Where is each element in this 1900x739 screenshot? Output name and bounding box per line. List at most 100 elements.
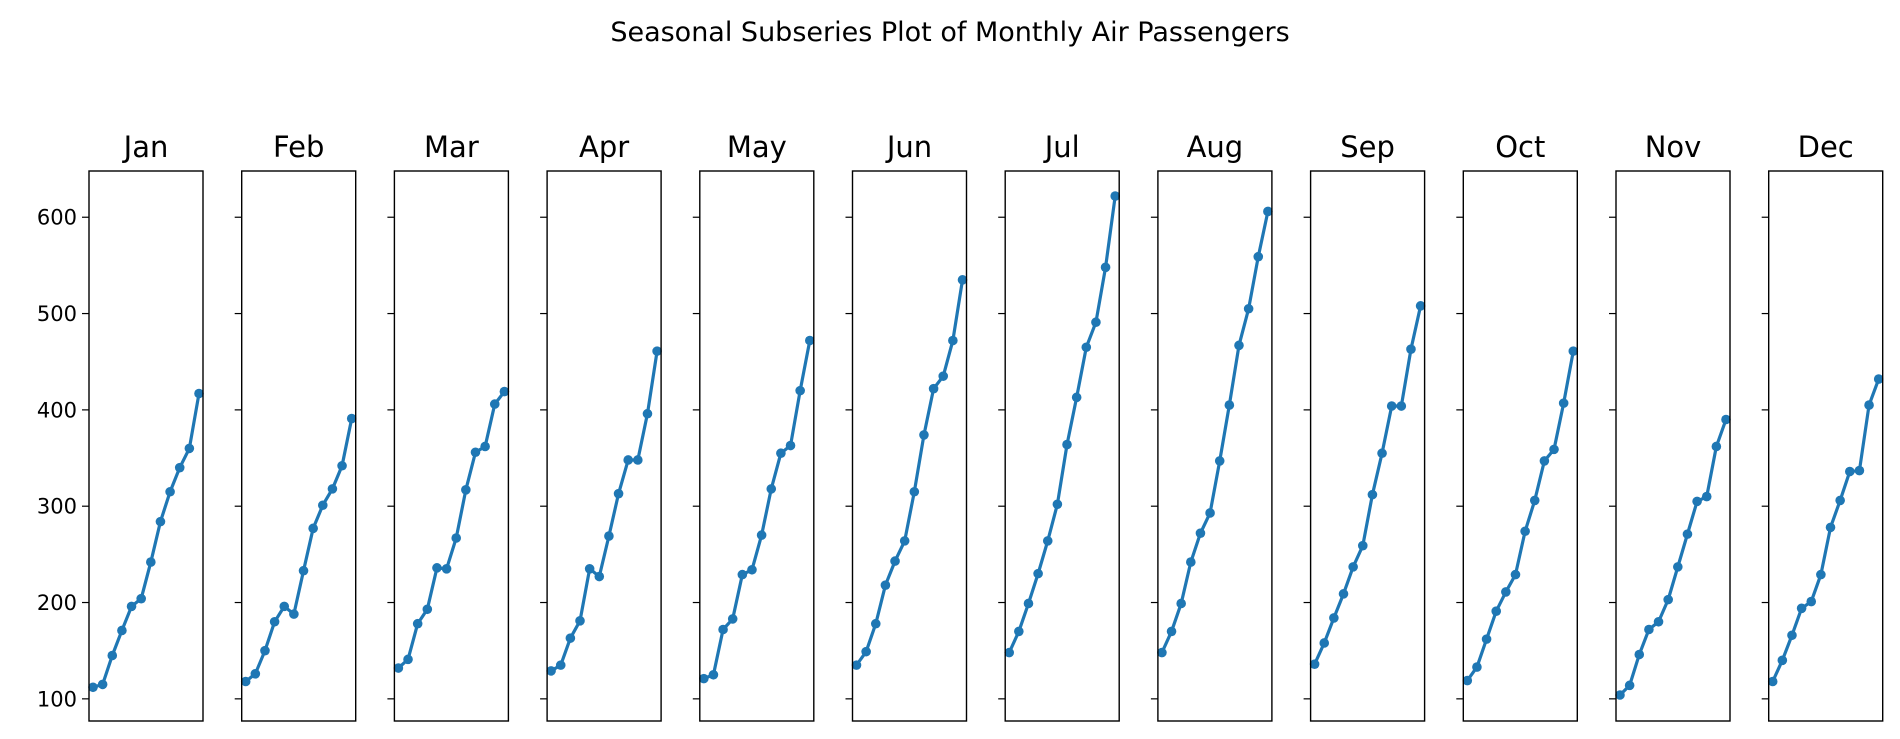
data-point-dec [1796, 603, 1807, 614]
panel-may: May [692, 130, 815, 722]
data-point-dec [1835, 495, 1845, 506]
data-point-may [699, 673, 709, 684]
data-point-jul [1100, 262, 1111, 273]
panel-frame-feb [240, 170, 357, 722]
panel-frame-sep [1309, 170, 1426, 722]
panel-nov: Nov [1609, 130, 1731, 722]
panel-title-jul: Jul [1043, 130, 1080, 164]
data-point-dec [1767, 676, 1778, 687]
panel-frame-dec [1767, 170, 1884, 722]
data-point-may [795, 385, 805, 396]
data-point-nov [1624, 680, 1635, 691]
data-point-jul [1014, 626, 1024, 637]
data-point-aug [1253, 251, 1264, 262]
data-point-jul [1062, 439, 1072, 450]
data-point-nov [1711, 441, 1722, 452]
data-point-nov [1644, 624, 1654, 635]
data-point-jan [194, 388, 204, 399]
data-point-aug [1176, 598, 1186, 609]
data-point-nov [1692, 496, 1702, 507]
data-point-may [776, 448, 786, 459]
data-point-mar [403, 654, 413, 665]
data-point-jul [1052, 499, 1063, 510]
data-point-jan [155, 516, 166, 527]
data-point-mar [499, 386, 510, 397]
series-line-jul [1007, 194, 1117, 655]
panel-frame-mar [393, 170, 510, 722]
subplot-panels: Jan 100 200 300 400 500 600 Feb Mar Apr May Jun Jul A… [37, 130, 1884, 722]
panel-frame-may [699, 170, 815, 722]
data-point-feb [260, 645, 270, 656]
panel-frame-nov [1615, 170, 1731, 722]
data-point-feb [240, 676, 251, 687]
y-tick-label: 500 [37, 302, 77, 326]
data-point-jul [1042, 536, 1053, 546]
data-point-aug [1263, 206, 1273, 217]
panel-mar: Mar [387, 130, 510, 722]
data-point-sep [1338, 589, 1349, 599]
series-line-oct [1465, 349, 1575, 683]
series-line-feb [244, 416, 354, 684]
panel-title-oct: Oct [1495, 130, 1545, 164]
data-point-sep [1396, 401, 1407, 411]
data-point-dec [1787, 630, 1797, 641]
data-point-apr [584, 564, 595, 574]
data-point-jan [88, 682, 98, 693]
data-point-jul [1023, 598, 1034, 609]
data-point-mar [461, 485, 471, 495]
data-point-apr [594, 571, 605, 582]
panel-title-nov: Nov [1645, 130, 1702, 164]
data-point-oct [1510, 569, 1521, 580]
data-point-dec [1873, 374, 1884, 384]
data-point-may [747, 564, 757, 575]
data-point-aug [1234, 340, 1244, 351]
data-point-oct [1539, 456, 1550, 466]
panel-frame-apr [546, 170, 662, 722]
data-point-oct [1462, 675, 1473, 686]
data-point-jun [909, 486, 920, 497]
data-point-jan [165, 486, 175, 497]
data-point-nov [1673, 562, 1683, 572]
panel-title-mar: Mar [424, 130, 479, 164]
panel-title-dec: Dec [1798, 130, 1854, 164]
panel-feb: Feb [234, 130, 357, 722]
data-point-nov [1721, 414, 1731, 425]
data-point-aug [1214, 456, 1225, 466]
data-point-apr [642, 408, 653, 419]
data-point-mar [441, 564, 452, 574]
data-point-nov [1615, 690, 1625, 700]
data-point-jan [117, 625, 127, 636]
data-point-apr [613, 488, 624, 499]
data-point-jun [890, 556, 900, 566]
panel-frame-jun [851, 170, 968, 722]
data-point-jun [899, 536, 910, 546]
data-point-sep [1415, 301, 1426, 311]
data-point-jun [938, 371, 949, 381]
panel-apr: Apr [540, 130, 662, 722]
series-line-nov [1618, 417, 1728, 697]
data-point-sep [1348, 562, 1358, 572]
data-point-sep [1367, 489, 1378, 500]
data-point-mar [451, 533, 462, 543]
data-point-dec [1844, 466, 1855, 477]
data-point-aug [1224, 400, 1235, 410]
data-point-mar [489, 399, 500, 409]
data-point-aug [1157, 647, 1167, 658]
data-point-jun [851, 660, 862, 670]
data-point-feb [289, 609, 299, 619]
data-point-apr [652, 346, 662, 356]
data-point-jun [957, 275, 968, 285]
data-point-may [785, 440, 796, 451]
panel-frame-jul [1004, 170, 1120, 722]
panel-frame-jan [88, 170, 204, 722]
data-point-jan [107, 650, 118, 661]
data-point-sep [1377, 448, 1387, 459]
panel-sep: Sep [1303, 130, 1426, 722]
data-point-jul [1081, 342, 1092, 353]
data-point-may [718, 624, 728, 635]
data-point-feb [327, 484, 338, 494]
panel-title-apr: Apr [579, 130, 629, 164]
data-point-mar [412, 618, 423, 629]
data-point-jul [1091, 317, 1101, 328]
data-point-dec [1816, 569, 1826, 580]
